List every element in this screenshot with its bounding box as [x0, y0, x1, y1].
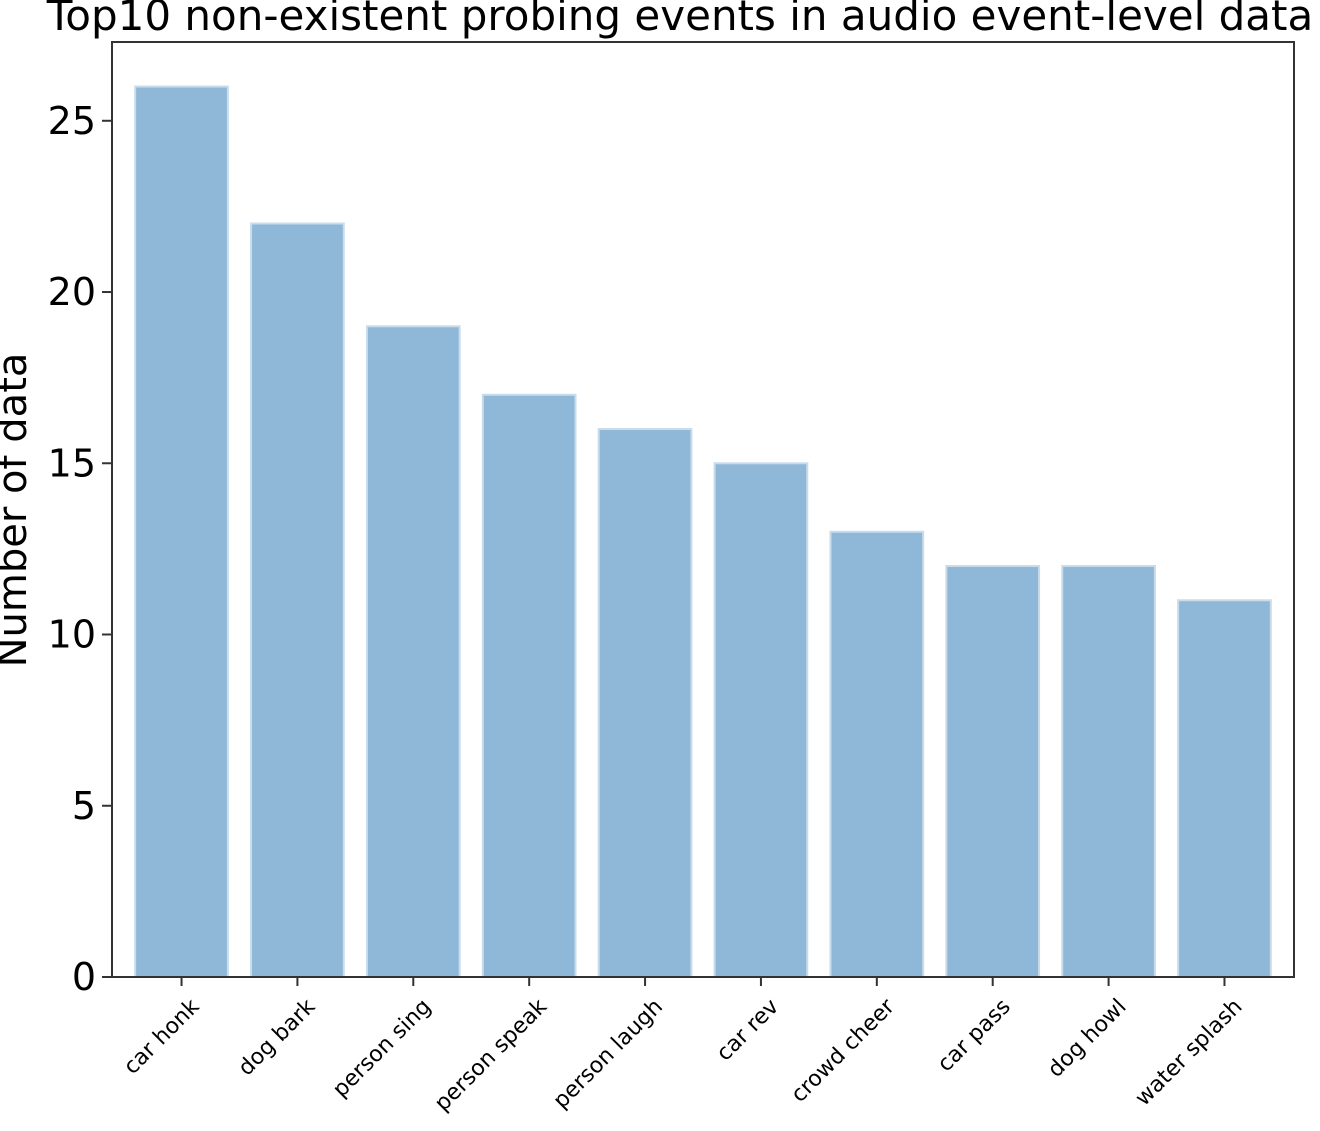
y-axis-ticks: 0 5 10 15 20 25	[48, 99, 112, 999]
bar-car-pass	[945, 565, 1041, 978]
y-tick-label: 5	[72, 784, 96, 828]
bar-dog-howl	[1061, 565, 1156, 978]
x-tick-label: person laugh	[549, 994, 668, 1113]
x-tick-label: dog bark	[234, 994, 321, 1081]
y-tick-label: 20	[48, 270, 96, 314]
x-tick-label: car pass	[933, 994, 1016, 1077]
y-tick-label: 25	[48, 99, 96, 143]
bars-group	[134, 85, 1272, 979]
bar-car-honk	[134, 85, 229, 979]
plot-frame	[111, 41, 1295, 978]
bar-car-rev	[713, 462, 809, 978]
x-tick-label: person sing	[328, 994, 436, 1102]
x-tick-label: person speak	[430, 994, 552, 1116]
x-tick-label: dog howl	[1043, 994, 1131, 1082]
bar-person-speak	[481, 393, 577, 978]
y-tick-label: 10	[48, 613, 96, 657]
x-tick-label: water splash	[1131, 994, 1248, 1111]
bar-dog-bark	[250, 222, 345, 978]
x-tick-label: car rev	[712, 994, 784, 1066]
x-tick-label: crowd cheer	[787, 994, 901, 1108]
y-tick-label: 15	[48, 441, 96, 485]
bar-water-splash	[1177, 599, 1272, 978]
x-tick-label: car honk	[119, 994, 205, 1080]
bar-person-laugh	[597, 428, 693, 978]
y-tick-label: 0	[72, 955, 96, 999]
chart-title: Top10 non-existent probing events in aud…	[46, 0, 1314, 40]
bar-crowd-cheer	[829, 530, 925, 978]
y-axis-label: Number of data	[0, 353, 36, 668]
bar-person-sing	[365, 325, 461, 978]
